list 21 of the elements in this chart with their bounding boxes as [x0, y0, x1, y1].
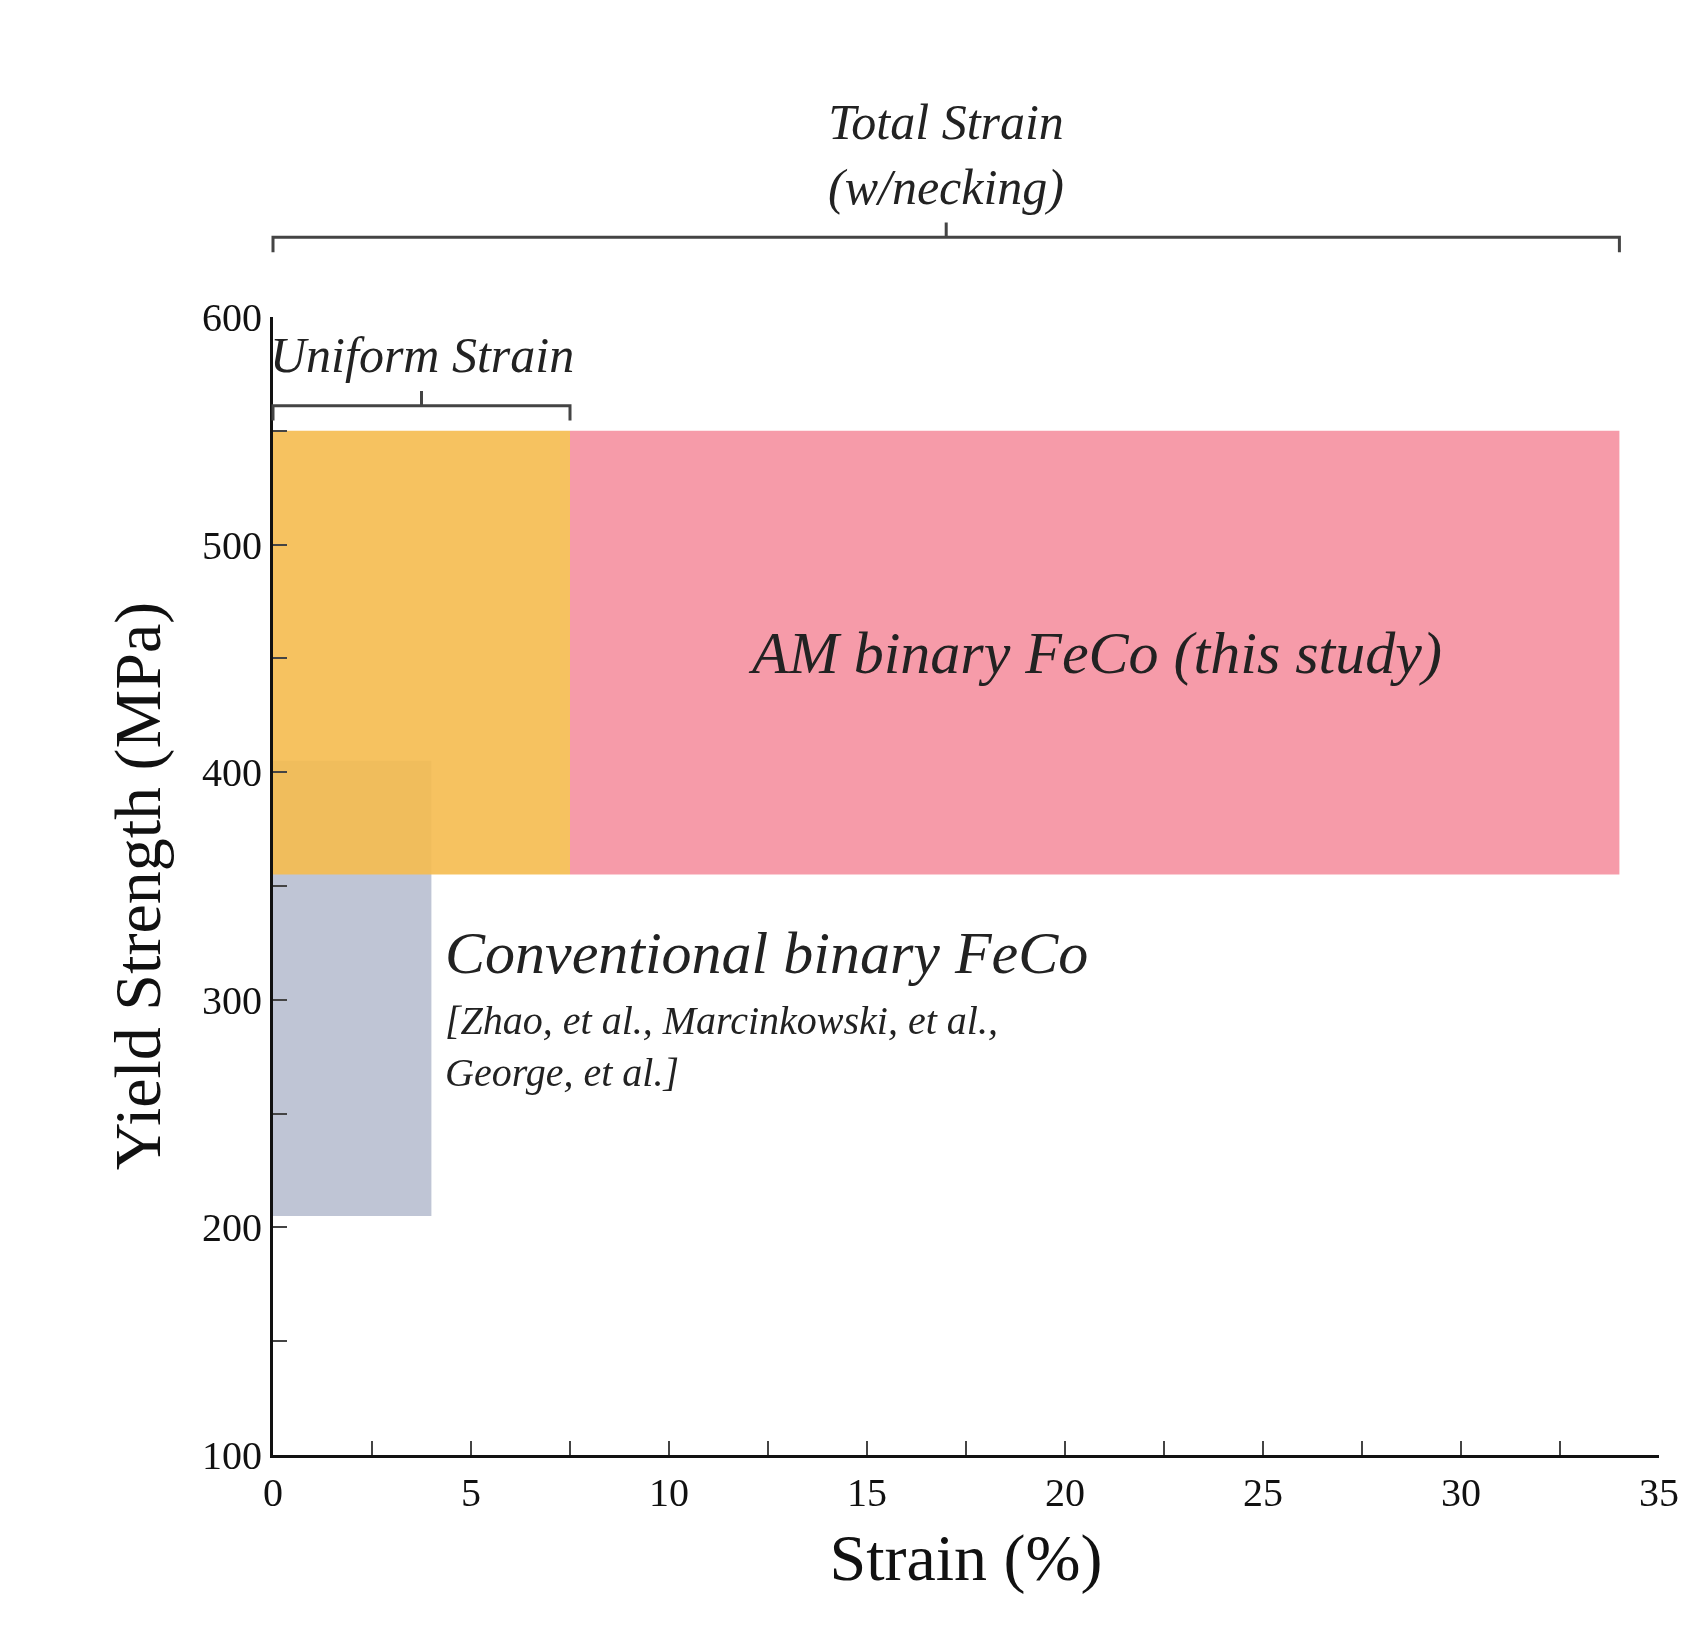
x-tick-label: 10 [649, 1470, 689, 1515]
y-tick-label: 200 [202, 1205, 262, 1251]
x-tick-label: 35 [1639, 1470, 1679, 1515]
y-tick-label: 500 [202, 522, 262, 568]
x-tick-label: 15 [847, 1470, 887, 1515]
x-axis-title: Strain (%) [829, 1520, 1103, 1595]
annotation: [Zhao, et al., Marcinkowski, et al., George, et al.] [445, 998, 998, 1095]
y-tick-label: 400 [202, 750, 262, 796]
series-label: Conventional binary FeCo [445, 920, 1089, 986]
annotation: Uniform Strain [270, 327, 575, 383]
y-tick-label: 100 [202, 1433, 262, 1478]
y-tick-label: 600 [202, 295, 262, 340]
x-tick-label: 30 [1441, 1470, 1481, 1515]
y-tick-label: 300 [202, 977, 262, 1023]
text: Total Strain (w/necking) [828, 94, 1065, 215]
y-axis-title: Yield Strength (MPa) [101, 601, 176, 1171]
x-tick-label: 25 [1243, 1470, 1283, 1515]
x-tick-label: 20 [1045, 1470, 1085, 1515]
series-label: AM binary FeCo (this study) [748, 620, 1442, 686]
x-tick-label: 0 [263, 1470, 283, 1515]
x-tick-label: 5 [461, 1470, 481, 1515]
